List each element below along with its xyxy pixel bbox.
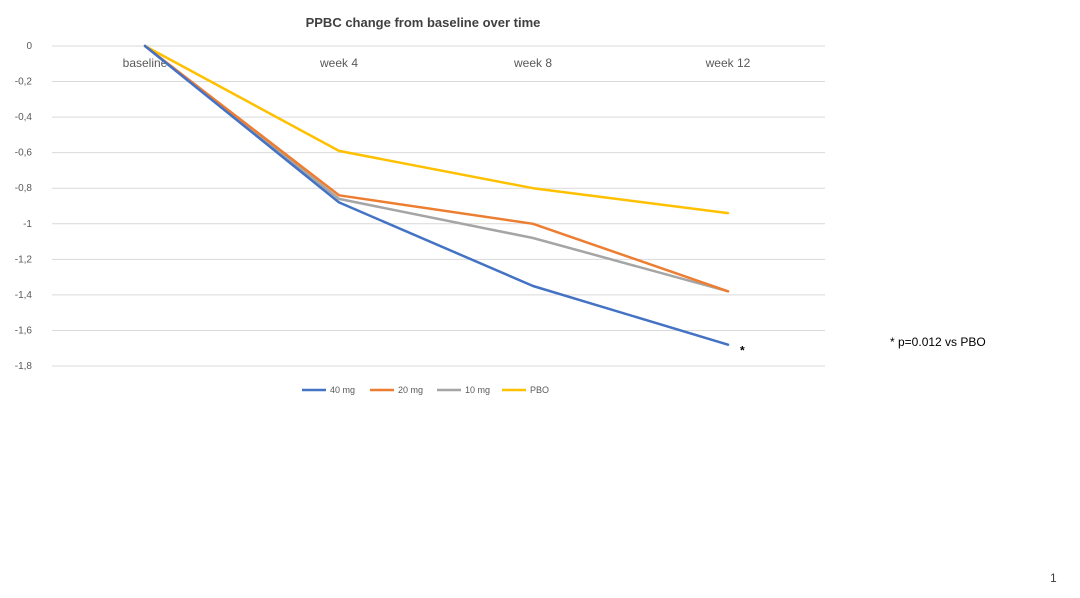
series-line-pbo xyxy=(143,44,730,215)
y-tick-label: -0,4 xyxy=(15,112,33,123)
legend: 40 mg 20 mg 10 mg PBO xyxy=(302,385,549,395)
x-tick-label: baseline xyxy=(123,56,168,70)
y-tick-label: -1,4 xyxy=(15,290,33,301)
x-axis: baseline week 4 week 8 week 12 xyxy=(123,56,751,70)
page-number: 1 xyxy=(1050,571,1057,585)
legend-item: 10 mg xyxy=(465,385,490,395)
legend-item: 20 mg xyxy=(398,385,423,395)
y-tick-label: -1,6 xyxy=(15,325,33,336)
plot-area xyxy=(143,44,730,346)
series-line-40mg xyxy=(143,44,730,346)
legend-item: 40 mg xyxy=(330,385,355,395)
chart-title: PPBC change from baseline over time xyxy=(306,15,541,30)
x-tick-label: week 12 xyxy=(705,56,751,70)
significance-marker: * xyxy=(740,344,745,358)
x-tick-label: week 4 xyxy=(319,56,358,70)
y-tick-label: -1 xyxy=(23,219,32,230)
y-tick-label: -1,8 xyxy=(15,361,33,372)
legend-item: PBO xyxy=(530,385,549,395)
significance-note: * p=0.012 vs PBO xyxy=(890,335,986,349)
y-tick-label: -0,2 xyxy=(15,77,33,88)
y-tick-label: -1,2 xyxy=(15,254,33,265)
y-tick-label: 0 xyxy=(26,41,32,52)
x-tick-label: week 8 xyxy=(513,56,552,70)
gridlines xyxy=(52,45,825,367)
y-tick-label: -0,8 xyxy=(15,183,33,194)
y-tick-label: -0,6 xyxy=(15,148,33,159)
series-line-10mg xyxy=(143,44,730,293)
y-axis: 0 -0,2 -0,4 -0,6 -0,8 -1 -1,2 -1,4 -1,6 -1,8 xyxy=(15,41,33,372)
series-line-20mg xyxy=(143,44,730,293)
